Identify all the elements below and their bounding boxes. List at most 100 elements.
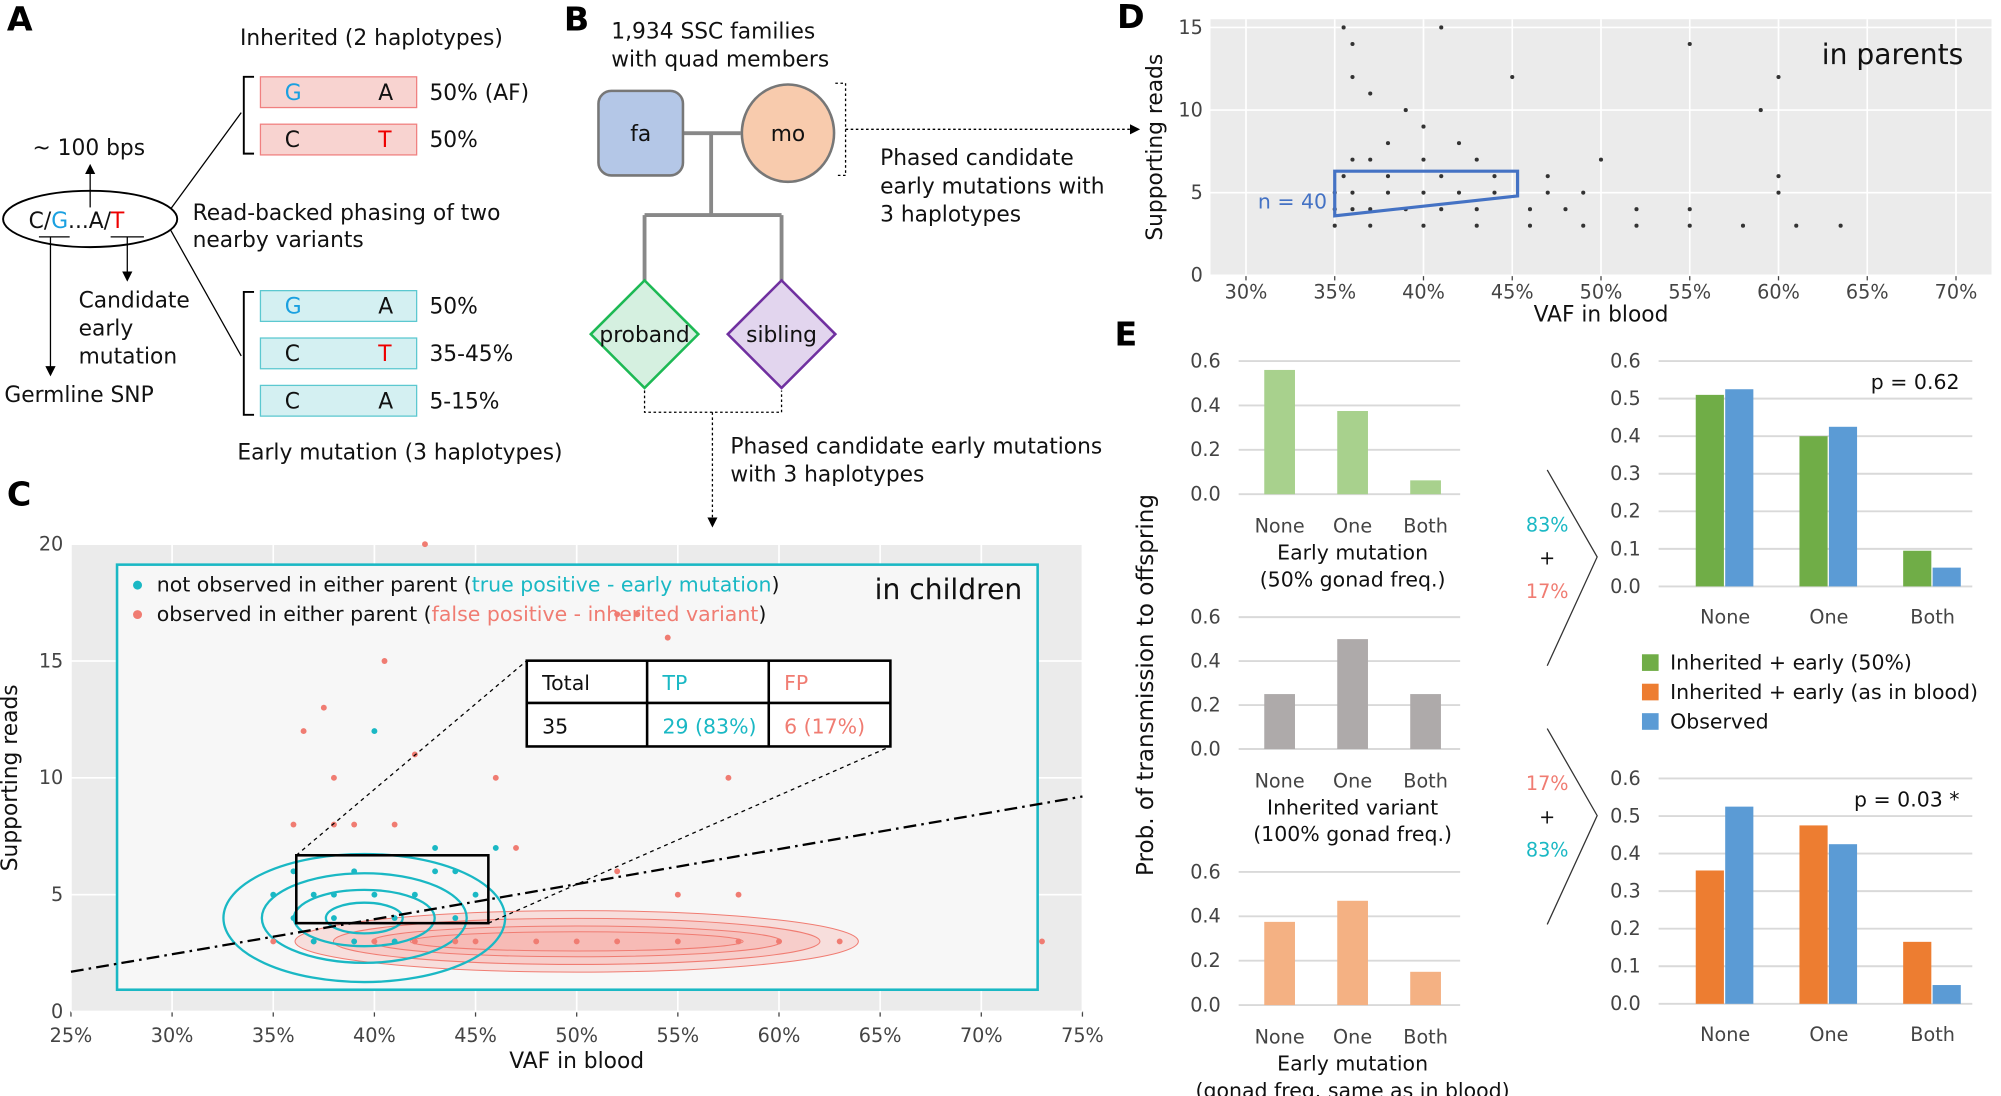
data-point — [1421, 223, 1426, 228]
fp-point — [573, 938, 580, 945]
bar — [1828, 844, 1858, 1004]
y-tick-label: 0.3 — [1610, 880, 1641, 903]
tp-point — [330, 915, 337, 921]
table-cell: 29 (83%) — [662, 715, 756, 739]
data-point — [1545, 174, 1550, 179]
x-tick-label: 45% — [1491, 280, 1534, 303]
fp-point — [422, 541, 428, 548]
x-tick-label: None — [1255, 515, 1305, 538]
bar — [1264, 921, 1295, 1006]
sibling-node — [725, 278, 838, 390]
bar — [1932, 985, 1961, 1004]
x-tick-label: One — [1333, 515, 1372, 538]
tp-point — [452, 868, 459, 875]
bar — [1410, 480, 1441, 495]
data-point — [1776, 190, 1781, 195]
bracket — [242, 75, 255, 155]
y-tick-label: 5 — [1191, 181, 1203, 204]
table-cell: 35 — [542, 715, 568, 739]
x-tick-label: 40% — [353, 1024, 396, 1047]
y-tick-label: 0.0 — [1190, 483, 1221, 506]
legend-swatch — [1641, 713, 1659, 730]
y-tick-label: 0.5 — [1610, 387, 1641, 410]
fp-point — [300, 728, 307, 735]
data-point — [1581, 190, 1586, 195]
data-point — [1687, 41, 1692, 47]
chart-title: Early mutation — [1277, 1051, 1428, 1075]
y-tick-label: 0.6 — [1190, 860, 1221, 883]
y-tick-label: 0 — [1191, 264, 1203, 287]
data-point — [1492, 190, 1497, 195]
bar — [1695, 870, 1724, 1004]
bar — [1264, 369, 1295, 495]
data-point — [1634, 223, 1639, 228]
y-tick-label: 0.6 — [1610, 767, 1641, 790]
phasing-text: Read-backed phasing of two nearby variant… — [193, 201, 501, 253]
bar — [1799, 436, 1828, 587]
fp-point — [411, 938, 418, 945]
tp-density-contour — [324, 901, 404, 935]
data-point — [1527, 207, 1533, 212]
tp-point — [290, 915, 297, 921]
bar — [1337, 639, 1368, 750]
y-tick-label: 0 — [51, 1000, 63, 1023]
fp-point — [270, 938, 277, 945]
bar — [1695, 394, 1724, 587]
tp-point — [492, 844, 499, 851]
legend-entry: Inherited + early (as in blood) — [1670, 680, 1978, 704]
x-tick-label: 65% — [859, 1024, 902, 1047]
data-point — [1332, 223, 1337, 228]
bar — [1903, 550, 1932, 587]
fp-point — [614, 938, 621, 945]
selection-box — [1333, 169, 1520, 218]
table-header: FP — [784, 671, 808, 695]
y-tick-label: 0.6 — [1610, 349, 1641, 372]
x-tick-label: Both — [1403, 515, 1448, 538]
data-point — [1838, 223, 1843, 228]
fp-point — [614, 611, 621, 618]
x-tick-label: 55% — [1668, 280, 1711, 303]
data-point — [1758, 108, 1763, 113]
data-point — [1350, 157, 1355, 162]
data-point — [1421, 190, 1426, 195]
haplotype-box — [259, 384, 418, 417]
families-text: 1,934 SSC families with quad members — [611, 19, 829, 72]
candidate-text: Candidate early mutation — [79, 288, 190, 369]
fp-point — [614, 868, 621, 875]
y-tick-label: 0.4 — [1610, 425, 1641, 448]
y-tick-label: 0.1 — [1610, 537, 1641, 560]
x-tick-label: 35% — [1313, 280, 1356, 303]
children-note: Phased candidate early mutations with 3 h… — [730, 434, 1102, 487]
fp-point — [330, 774, 337, 781]
bar — [1828, 426, 1858, 587]
panel-label-a: A — [7, 0, 33, 39]
bps-label: ~ 100 bps — [33, 136, 146, 161]
data-point — [1456, 141, 1462, 146]
bar — [1337, 900, 1368, 1006]
fp-point — [492, 774, 499, 781]
x-tick-label: One — [1333, 769, 1372, 792]
highlight-frame — [115, 563, 1039, 992]
fp-point — [381, 658, 388, 664]
legend-entry: observed in either parent (false positiv… — [157, 602, 767, 626]
data-point — [1456, 190, 1462, 195]
tp-point — [371, 728, 378, 735]
data-point — [1794, 223, 1799, 228]
fp-point — [725, 774, 732, 781]
data-point — [1776, 74, 1781, 80]
variant-ellipse — [2, 189, 179, 249]
fp-point — [776, 938, 782, 945]
selection-box — [295, 854, 490, 925]
bar — [1410, 971, 1441, 1006]
data-point — [1368, 91, 1373, 96]
fp-point — [290, 821, 297, 828]
legend-entry: Inherited + early (50%) — [1670, 651, 1912, 675]
haplotype-right-allele: A — [378, 389, 393, 414]
y-tick-label: 15 — [39, 649, 63, 672]
haplotype-right-allele: A — [378, 295, 393, 320]
tp-point — [310, 938, 317, 945]
fp-point — [1039, 938, 1045, 945]
box-count-label: n = 40 — [1258, 190, 1327, 214]
proband-label: proband — [599, 323, 689, 348]
y-tick-label: 0.2 — [1190, 693, 1221, 716]
